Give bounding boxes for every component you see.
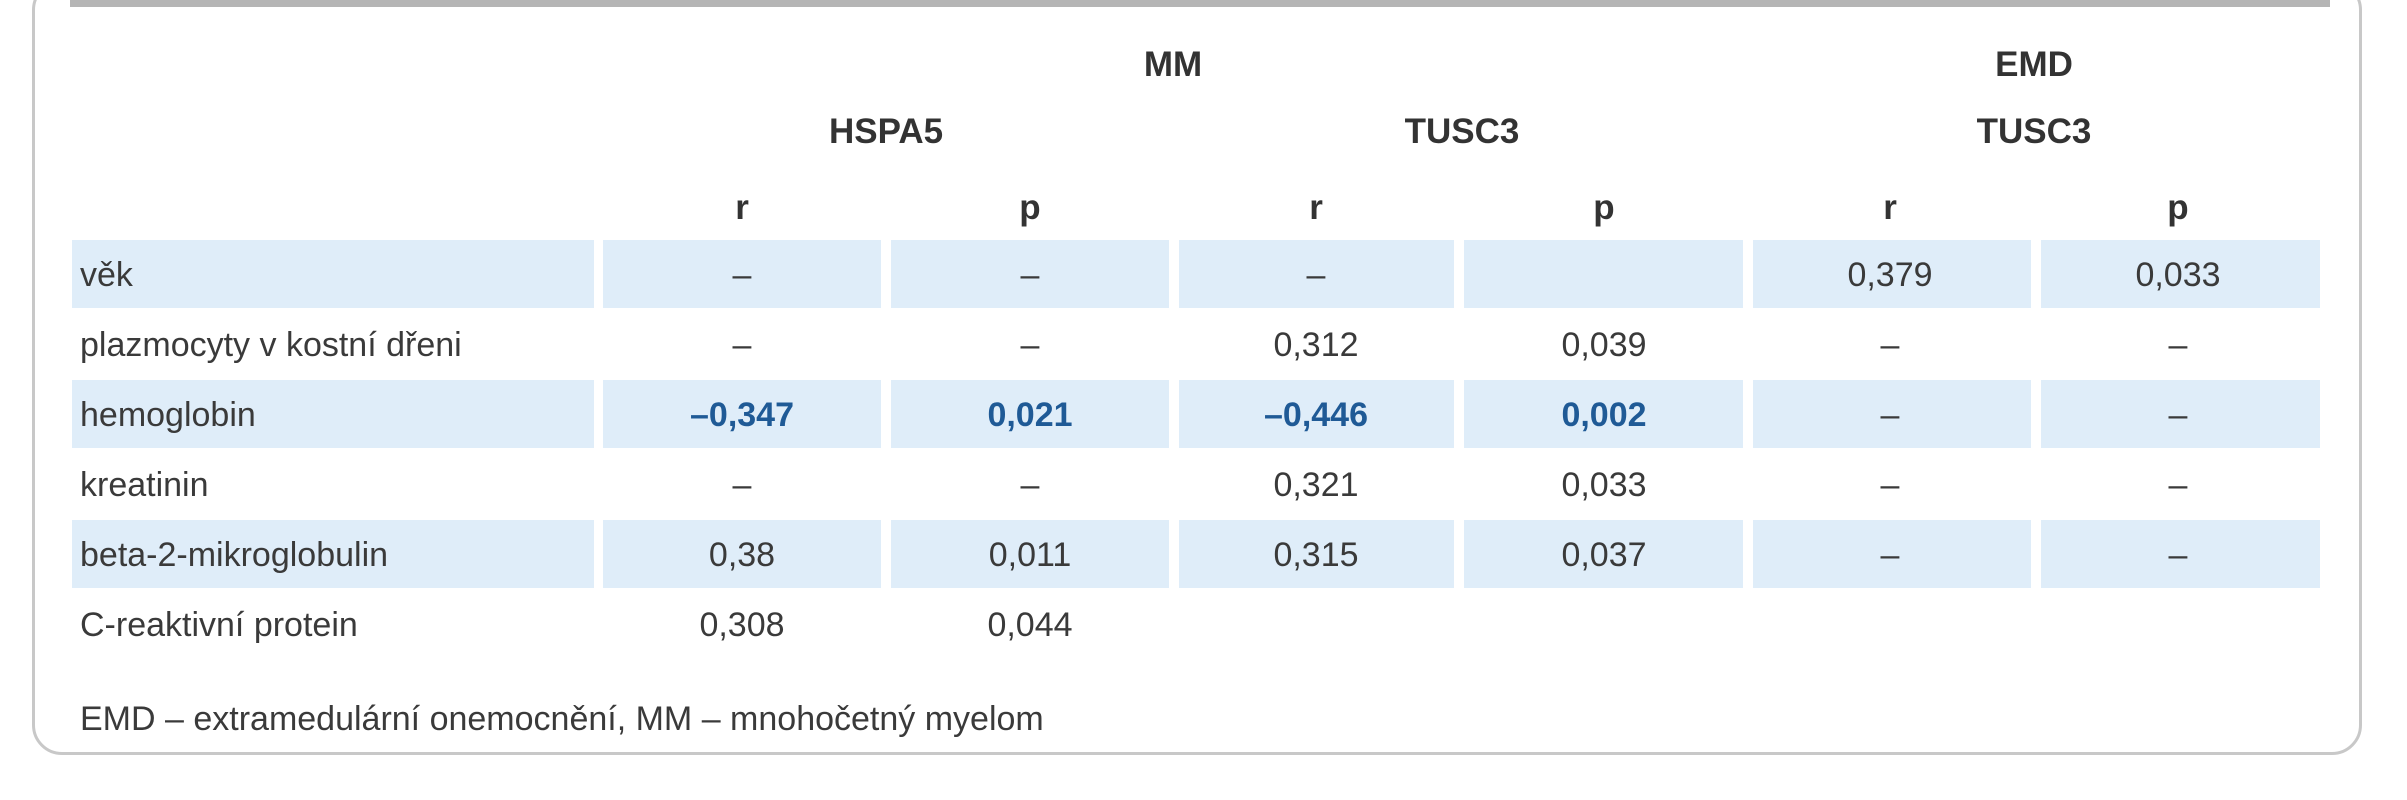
header-col-r3: r — [1883, 188, 1897, 227]
table-cell: 0,312 — [1273, 326, 1359, 364]
header-gene-tusc3-mm: TUSC3 — [1404, 112, 1520, 151]
table-cell: – — [732, 256, 752, 294]
table-cell-highlight: 0,002 — [1561, 396, 1647, 434]
table-cell: – — [1880, 396, 1900, 434]
row-label-beta2: beta-2-mikroglobulin — [80, 536, 389, 574]
table-footnote: EMD – extramedulární onemocnění, MM – mn… — [80, 700, 1044, 738]
table-cell: – — [1880, 536, 1900, 574]
table-cell: – — [1880, 466, 1900, 504]
table-cell-highlight: 0,021 — [987, 396, 1073, 434]
table-cell: – — [1020, 256, 1040, 294]
header-col-r1: r — [735, 188, 749, 227]
header-gene-hspa5: HSPA5 — [828, 112, 944, 151]
table-cell: 0,033 — [1561, 466, 1647, 504]
table-cell: 0,039 — [1561, 326, 1647, 364]
row-label-plazmocyty: plazmocyty v kostní dřeni — [80, 326, 462, 364]
table-cell: – — [2168, 396, 2188, 434]
table-cell: 0,011 — [988, 536, 1072, 574]
table-cell: – — [732, 466, 752, 504]
row-label-crp: C-reaktivní protein — [80, 606, 358, 644]
row-label-hemoglobin: hemoglobin — [80, 396, 256, 434]
table-cell: – — [732, 326, 752, 364]
header-col-p3: p — [2167, 188, 2189, 227]
table-cell: – — [1020, 326, 1040, 364]
table-cell: – — [1020, 466, 1040, 504]
table-cell: – — [1306, 256, 1326, 294]
row-label-vek: věk — [80, 256, 133, 294]
table-cell: 0,033 — [2135, 256, 2221, 294]
table-cell: 0,321 — [1273, 466, 1359, 504]
table-cell-highlight: –0,347 — [690, 396, 794, 434]
top-rule — [70, 0, 2330, 7]
row-label-kreatinin: kreatinin — [80, 466, 209, 504]
table-cell: 0,037 — [1561, 536, 1647, 574]
table-cell: – — [2168, 466, 2188, 504]
table-cell: 0,379 — [1847, 256, 1933, 294]
table-cell: – — [2168, 536, 2188, 574]
header-group-emd: EMD — [1995, 45, 2073, 84]
header-gene-tusc3-emd: TUSC3 — [1976, 112, 2092, 151]
table-cell: – — [2168, 326, 2188, 364]
table-cell: 0,315 — [1273, 536, 1359, 574]
header-col-p1: p — [1019, 188, 1041, 227]
table-cell: 0,308 — [699, 606, 785, 644]
table-cell: 0,044 — [987, 606, 1073, 644]
table-cell-highlight: –0,446 — [1264, 396, 1368, 434]
header-col-r2: r — [1309, 188, 1323, 227]
header-col-p2: p — [1593, 188, 1615, 227]
table-cell: 0,38 — [708, 536, 776, 574]
header-group-mm: MM — [1143, 45, 1203, 84]
table-card — [32, 0, 2362, 755]
table-cell: – — [1880, 326, 1900, 364]
